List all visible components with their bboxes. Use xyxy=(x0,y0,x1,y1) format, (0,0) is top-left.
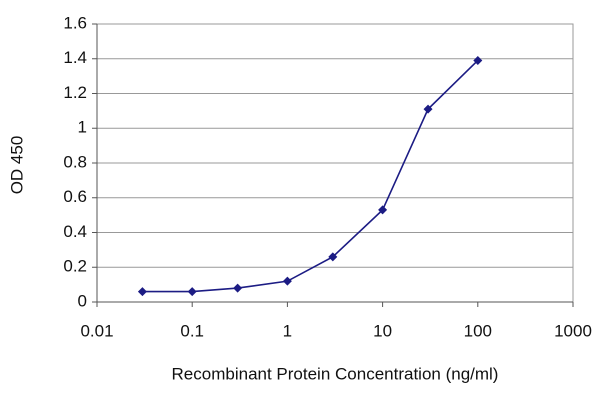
x-tick-label: 0.01 xyxy=(80,321,113,340)
data-point xyxy=(473,55,483,65)
data-point xyxy=(378,205,388,215)
y-tick-label: 0.8 xyxy=(63,152,87,171)
y-axis-label: OD 450 xyxy=(7,136,26,195)
data-point xyxy=(282,276,292,286)
x-tick-label: 10 xyxy=(373,321,392,340)
y-tick-label: 0 xyxy=(78,291,87,310)
x-tick-label: 1 xyxy=(283,321,292,340)
y-tick-label: 1.6 xyxy=(63,13,87,32)
y-tick-label: 0.6 xyxy=(63,187,87,206)
data-line xyxy=(142,59,479,293)
data-point xyxy=(423,104,433,114)
y-tick-label: 0.2 xyxy=(63,257,87,276)
x-axis-label: Recombinant Protein Concentration (ng/ml… xyxy=(172,364,499,383)
y-tick-label: 1.4 xyxy=(63,48,87,67)
data-point xyxy=(328,252,338,262)
x-tick-label: 100 xyxy=(464,321,492,340)
data-point xyxy=(137,287,147,297)
y-tick-label: 0.4 xyxy=(63,222,87,241)
x-tick-label: 0.1 xyxy=(180,321,204,340)
data-point xyxy=(233,283,243,293)
y-tick-label: 1.2 xyxy=(63,83,87,102)
data-point xyxy=(187,287,197,297)
y-tick-label: 1 xyxy=(78,118,87,137)
x-tick-label: 1000 xyxy=(554,321,592,340)
